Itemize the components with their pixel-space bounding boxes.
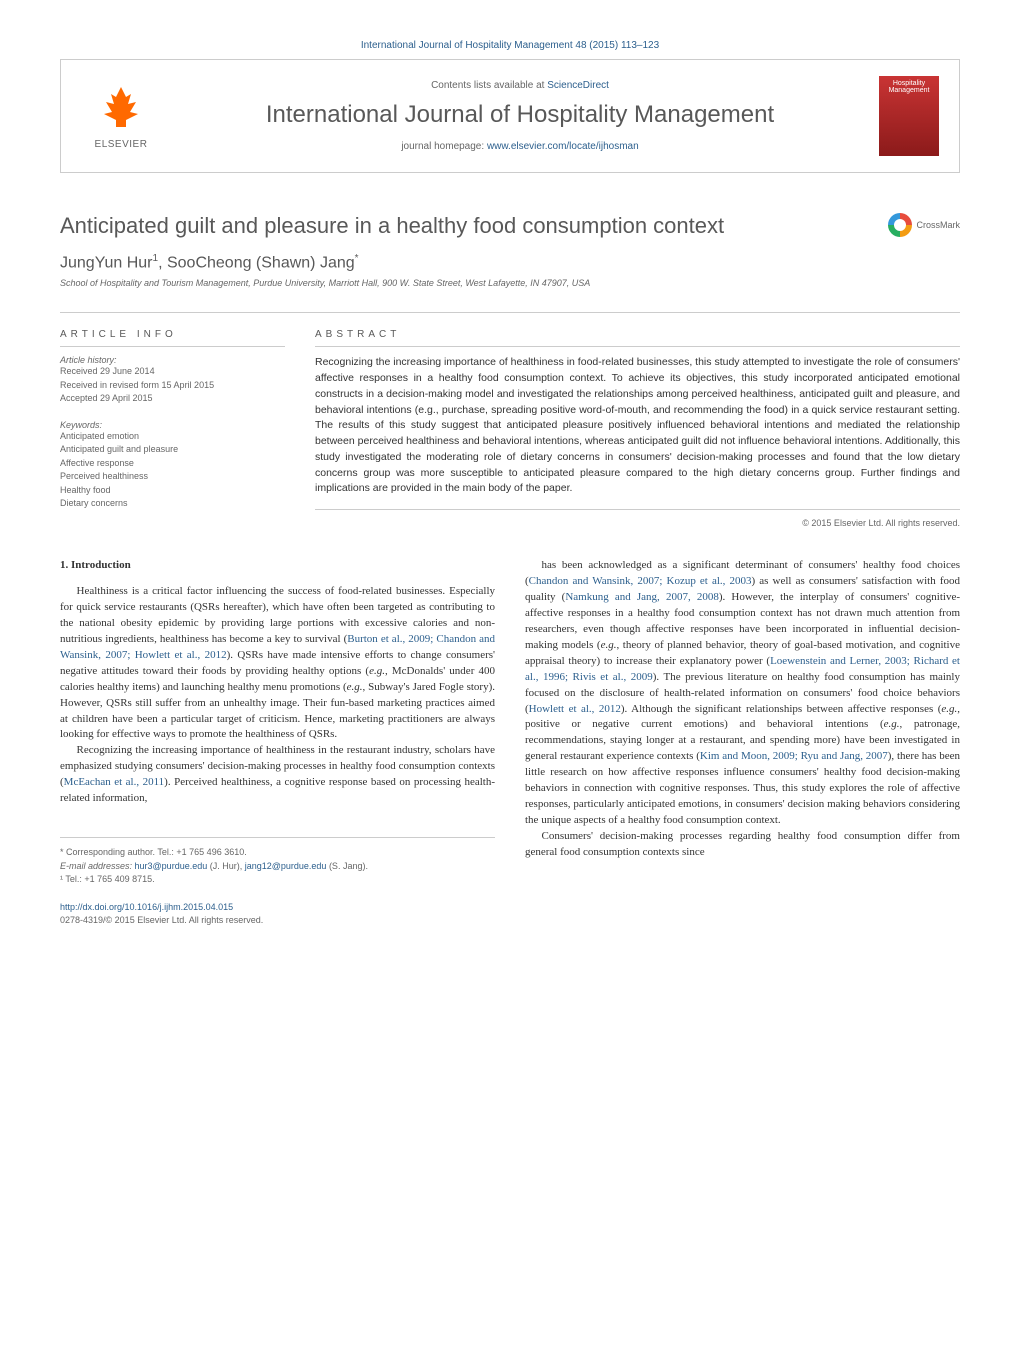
citation-link[interactable]: McEachan et al., 2011 xyxy=(64,776,165,788)
homepage-link[interactable]: www.elsevier.com/locate/ijhosman xyxy=(487,141,639,152)
citation-link[interactable]: Chandon and Wansink, 2007; Kozup et al.,… xyxy=(529,575,752,587)
body-paragraph: Recognizing the increasing importance of… xyxy=(60,743,495,807)
keyword: Dietary concerns xyxy=(60,497,285,511)
header-center: Contents lists available at ScienceDirec… xyxy=(161,80,879,152)
email-paren-2: (S. Jang). xyxy=(326,861,368,871)
keyword: Affective response xyxy=(60,457,285,471)
history-line: Received 29 June 2014 xyxy=(60,365,285,379)
tel-note: ¹ Tel.: +1 765 409 8715. xyxy=(60,873,495,887)
citation-link[interactable]: International Journal of Hospitality Man… xyxy=(361,40,659,51)
citation-link[interactable]: Kim and Moon, 2009; Ryu and Jang, 2007 xyxy=(700,750,888,762)
citation-link[interactable]: Loewenstein and Lerner, 2003; Richard et… xyxy=(525,655,960,683)
abstract-heading: ABSTRACT xyxy=(315,329,960,347)
article-history-block: Article history: Received 29 June 2014Re… xyxy=(60,355,285,406)
corresponding-line: * Corresponding author. Tel.: +1 765 496… xyxy=(60,846,495,860)
journal-cover-thumbnail[interactable]: Hospitality Management xyxy=(879,76,939,156)
meta-abstract-row: ARTICLE INFO Article history: Received 2… xyxy=(60,312,960,528)
issn-copyright-line: 0278-4319/© 2015 Elsevier Ltd. All right… xyxy=(60,914,495,927)
keywords-label: Keywords: xyxy=(60,420,285,430)
keyword: Anticipated guilt and pleasure xyxy=(60,443,285,457)
section-number: 1. xyxy=(60,559,68,571)
history-label: Article history: xyxy=(60,355,285,365)
article-info-column: ARTICLE INFO Article history: Received 2… xyxy=(60,329,285,528)
homepage-prefix: journal homepage: xyxy=(401,141,487,152)
contents-available-line: Contents lists available at ScienceDirec… xyxy=(161,80,879,91)
elsevier-tree-icon xyxy=(96,82,146,139)
contents-prefix: Contents lists available at xyxy=(431,80,547,91)
body-paragraph: Healthiness is a critical factor influen… xyxy=(60,584,495,743)
section-heading: 1. Introduction xyxy=(60,558,495,574)
emails-line: E-mail addresses: hur3@purdue.edu (J. Hu… xyxy=(60,860,495,874)
email-link-2[interactable]: jang12@purdue.edu xyxy=(245,861,327,871)
crossmark-icon xyxy=(888,213,912,237)
crossmark-badge[interactable]: CrossMark xyxy=(888,213,960,237)
keyword: Anticipated emotion xyxy=(60,430,285,444)
sciencedirect-link[interactable]: ScienceDirect xyxy=(547,80,609,91)
journal-homepage-line: journal homepage: www.elsevier.com/locat… xyxy=(161,141,879,152)
section-title: Introduction xyxy=(71,559,131,571)
elsevier-logo[interactable]: ELSEVIER xyxy=(81,76,161,156)
journal-header-box: ELSEVIER Contents lists available at Sci… xyxy=(60,59,960,173)
abstract-copyright: © 2015 Elsevier Ltd. All rights reserved… xyxy=(315,518,960,528)
keyword: Perceived healthiness xyxy=(60,470,285,484)
crossmark-label: CrossMark xyxy=(916,220,960,230)
cover-text-bottom: Management xyxy=(889,87,930,94)
journal-citation-line: International Journal of Hospitality Man… xyxy=(60,40,960,51)
email-paren-1: (J. Hur), xyxy=(207,861,245,871)
author-affiliation: School of Hospitality and Tourism Manage… xyxy=(60,278,960,288)
body-two-column: 1. Introduction Healthiness is a critica… xyxy=(60,558,960,927)
body-paragraph: has been acknowledged as a significant d… xyxy=(525,558,960,829)
citation-link[interactable]: Burton et al., 2009; Chandon and Wansink… xyxy=(60,633,495,661)
abstract-text: Recognizing the increasing importance of… xyxy=(315,355,960,510)
keyword: Healthy food xyxy=(60,484,285,498)
body-left-column: 1. Introduction Healthiness is a critica… xyxy=(60,558,495,927)
author-list: JungYun Hur1, SooCheong (Shawn) Jang* xyxy=(60,253,960,272)
corresponding-author-footer: * Corresponding author. Tel.: +1 765 496… xyxy=(60,837,495,887)
body-right-column: has been acknowledged as a significant d… xyxy=(525,558,960,927)
cover-text-top: Hospitality xyxy=(893,80,925,87)
abstract-column: ABSTRACT Recognizing the increasing impo… xyxy=(315,329,960,528)
keywords-block: Keywords: Anticipated emotionAnticipated… xyxy=(60,420,285,511)
email-label: E-mail addresses: xyxy=(60,861,135,871)
history-line: Accepted 29 April 2015 xyxy=(60,392,285,406)
citation-link[interactable]: Namkung and Jang, 2007, 2008 xyxy=(565,591,718,603)
article-title: Anticipated guilt and pleasure in a heal… xyxy=(60,213,888,239)
history-line: Received in revised form 15 April 2015 xyxy=(60,379,285,393)
article-info-heading: ARTICLE INFO xyxy=(60,329,285,347)
title-row: Anticipated guilt and pleasure in a heal… xyxy=(60,213,960,239)
doi-link[interactable]: http://dx.doi.org/10.1016/j.ijhm.2015.04… xyxy=(60,902,233,912)
doi-block: http://dx.doi.org/10.1016/j.ijhm.2015.04… xyxy=(60,901,495,927)
citation-link[interactable]: Howlett et al., 2012 xyxy=(529,703,621,715)
elsevier-text: ELSEVIER xyxy=(95,139,148,150)
email-link-1[interactable]: hur3@purdue.edu xyxy=(135,861,208,871)
journal-name: International Journal of Hospitality Man… xyxy=(161,101,879,129)
body-paragraph: Consumers' decision-making processes reg… xyxy=(525,829,960,861)
